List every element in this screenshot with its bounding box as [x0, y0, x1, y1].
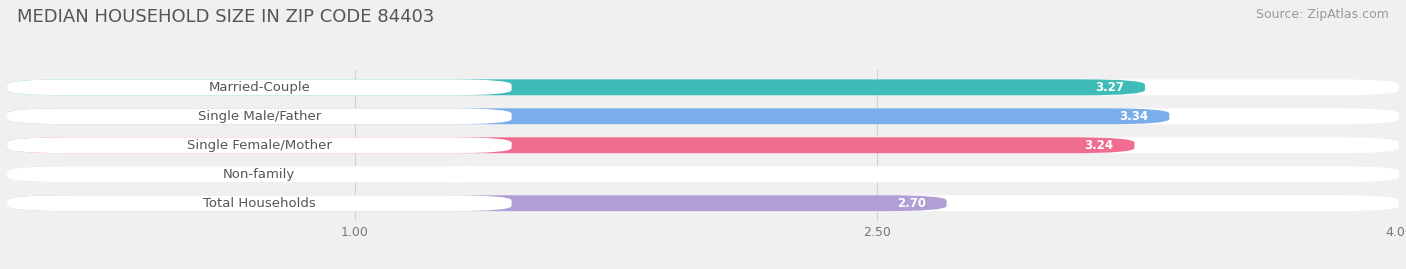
FancyBboxPatch shape: [7, 79, 1399, 95]
FancyBboxPatch shape: [7, 166, 491, 182]
Text: 1.39: 1.39: [440, 168, 470, 181]
FancyBboxPatch shape: [7, 195, 512, 211]
Text: Total Households: Total Households: [202, 197, 316, 210]
FancyBboxPatch shape: [7, 79, 1144, 95]
FancyBboxPatch shape: [7, 166, 512, 182]
FancyBboxPatch shape: [7, 137, 1399, 153]
FancyBboxPatch shape: [7, 195, 1399, 211]
Text: Single Female/Mother: Single Female/Mother: [187, 139, 332, 152]
Text: Non-family: Non-family: [224, 168, 295, 181]
Text: 3.34: 3.34: [1119, 110, 1149, 123]
Text: 3.24: 3.24: [1084, 139, 1114, 152]
Text: Single Male/Father: Single Male/Father: [198, 110, 321, 123]
Text: 2.70: 2.70: [897, 197, 925, 210]
FancyBboxPatch shape: [7, 166, 1399, 182]
Text: Married-Couple: Married-Couple: [208, 81, 311, 94]
FancyBboxPatch shape: [7, 137, 512, 153]
FancyBboxPatch shape: [7, 108, 512, 124]
Text: Source: ZipAtlas.com: Source: ZipAtlas.com: [1256, 8, 1389, 21]
Text: MEDIAN HOUSEHOLD SIZE IN ZIP CODE 84403: MEDIAN HOUSEHOLD SIZE IN ZIP CODE 84403: [17, 8, 434, 26]
FancyBboxPatch shape: [7, 108, 1399, 124]
FancyBboxPatch shape: [7, 195, 946, 211]
FancyBboxPatch shape: [7, 108, 1170, 124]
FancyBboxPatch shape: [7, 137, 1135, 153]
Text: 3.27: 3.27: [1095, 81, 1123, 94]
FancyBboxPatch shape: [7, 79, 512, 95]
